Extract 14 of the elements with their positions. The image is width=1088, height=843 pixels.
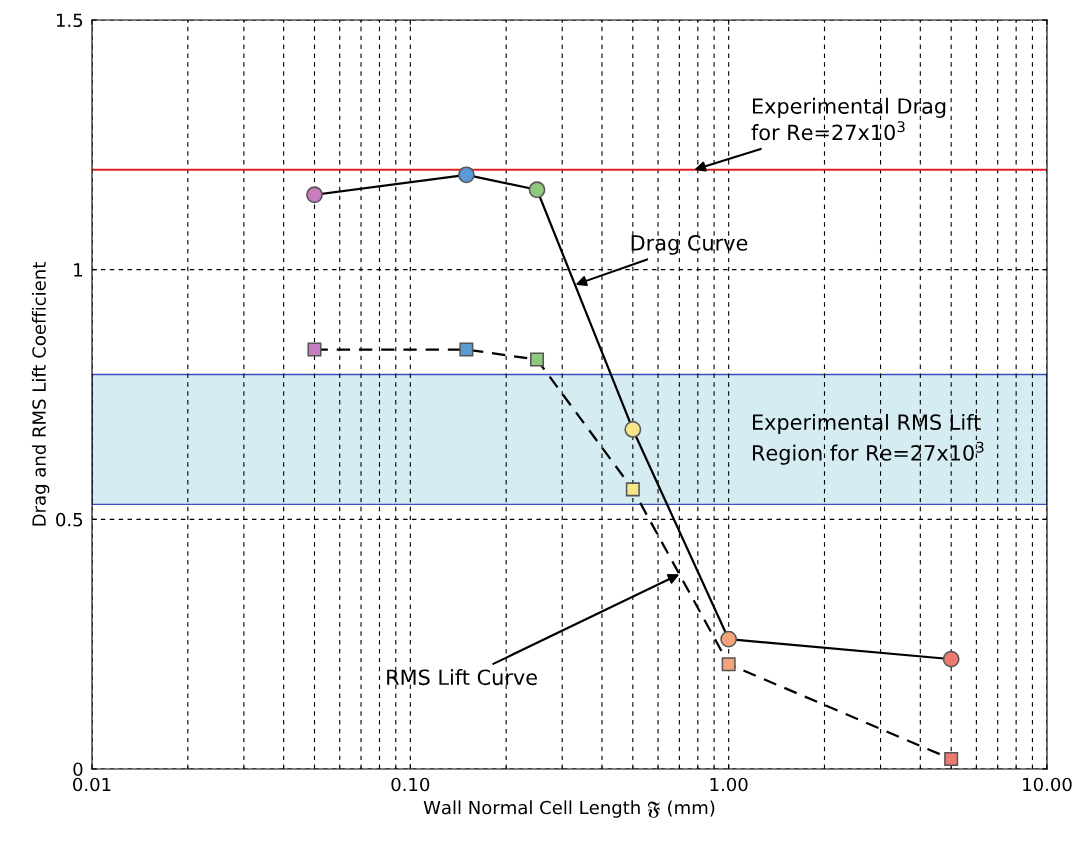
y-axis-title: Drag and RMS Lift Coefficient [31, 262, 50, 526]
x-axis-title: Wall Normal Cell Length 𝔉 (mm) [423, 800, 715, 818]
y-tick-label: 0 [73, 762, 83, 777]
x-tick-label: 0.10 [391, 777, 430, 792]
annotation: Drag Curve [631, 234, 748, 255]
x-tick-label: 1.00 [710, 777, 748, 792]
y-tick-label: 1.5 [56, 13, 83, 28]
y-tick-label: 0.5 [56, 512, 83, 527]
annotation: RMS Lift Curve [387, 669, 537, 686]
annotation: Experimental Drag for Re=27x10$^{3}$ [751, 97, 946, 141]
x-tick-label: 10.00 [1023, 777, 1072, 792]
x-tick-label: 0.01 [73, 777, 111, 792]
band-label: Experimental RMS Lift Region for Re=27x10$^{3}$ [752, 413, 984, 465]
y-tick-label: 1 [74, 263, 82, 277]
